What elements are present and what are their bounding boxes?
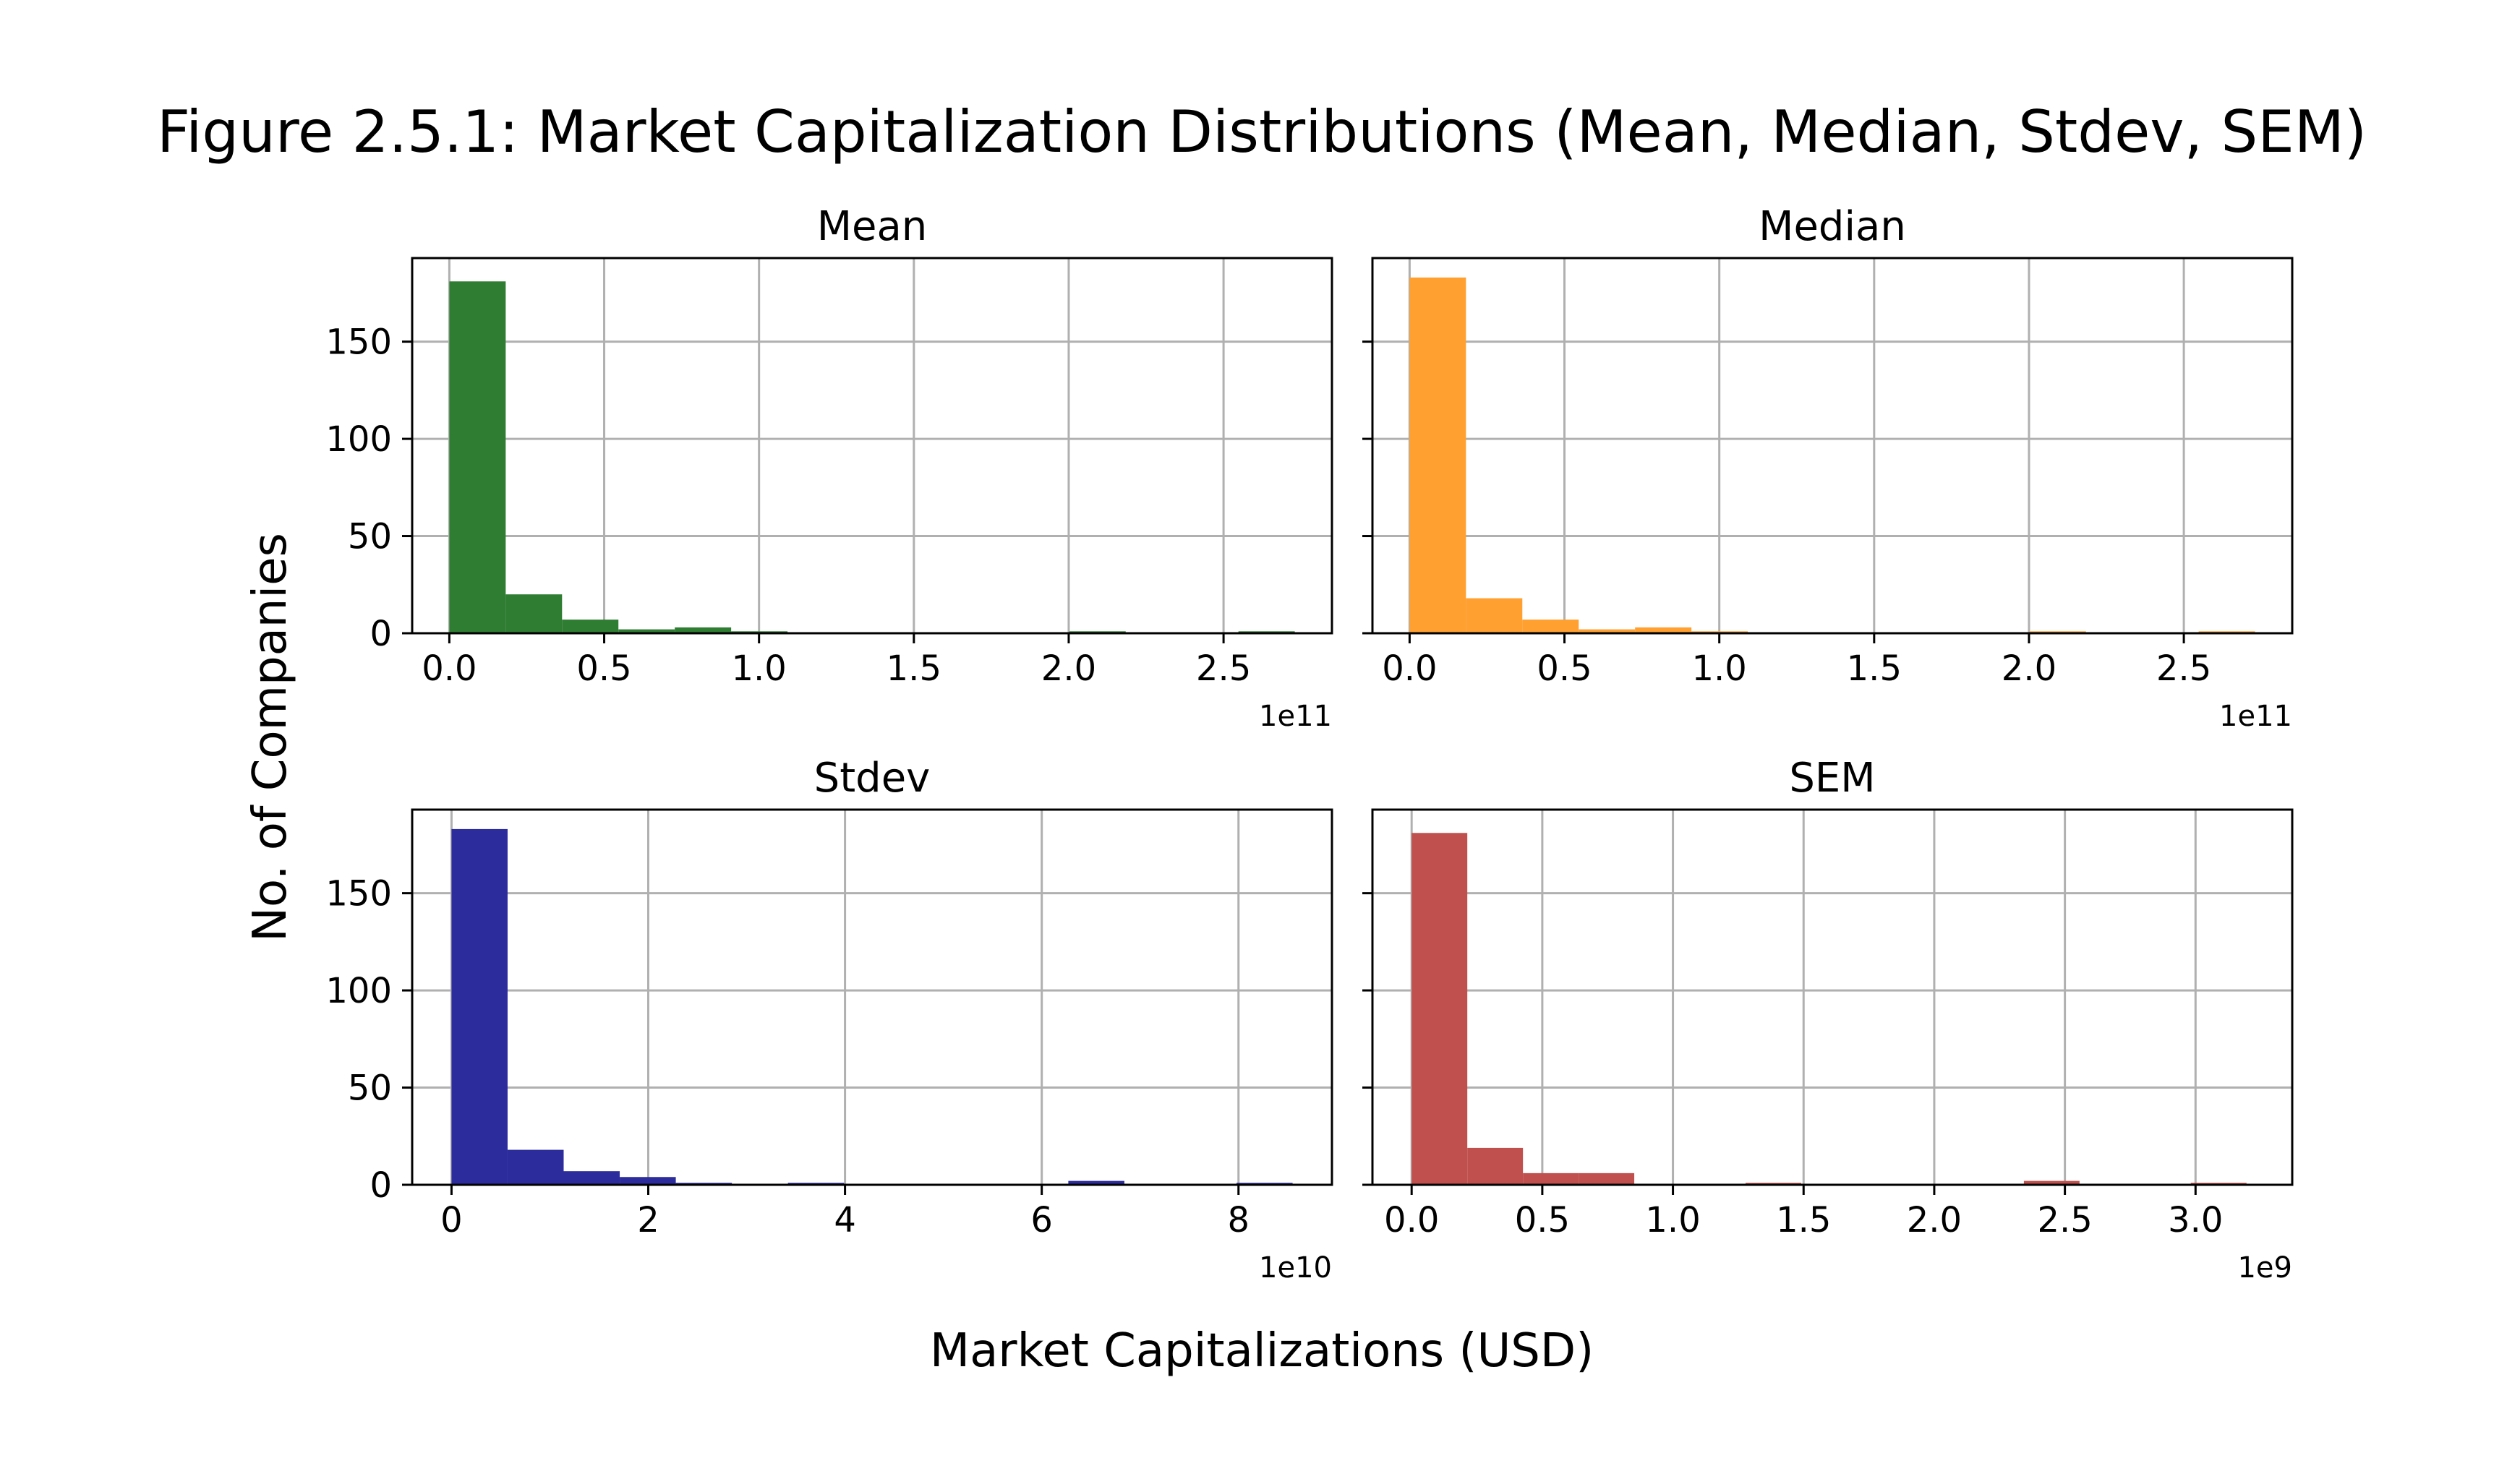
x-tick-label: 0.5: [1515, 1200, 1570, 1240]
histogram-bar: [620, 1177, 676, 1185]
y-tick-label: 50: [348, 1068, 392, 1109]
x-tick-label: 2.5: [1196, 648, 1251, 689]
histogram-bar: [1409, 277, 1466, 633]
histogram-bar: [451, 828, 508, 1185]
x-tick-label: 1.5: [887, 648, 941, 689]
subplot-title: Mean: [817, 203, 928, 250]
subplot-median: 0.0 0.5 1.0 1.5 2.0 2.5 Median 1e11: [1362, 203, 2294, 733]
x-scale-offset-label: 1e11: [2219, 700, 2292, 733]
x-tick-label: 2.0: [2002, 648, 2056, 689]
x-tick-label: 1.0: [732, 648, 787, 689]
subplot-mean: 0.0 0.5 1.0 1.5 2.0 2.5 0 50 100 150 Mean 1e11: [325, 203, 1333, 733]
histogram-bar: [675, 627, 732, 633]
subplot-stdev: 0 2 4 6 8 0 50 100 150 Stdev 1e10: [325, 755, 1333, 1285]
x-tick-label: 2.0: [1041, 648, 1096, 689]
histogram-bar: [505, 594, 563, 633]
y-tick-label: 150: [325, 322, 392, 363]
histogram-bar: [563, 1171, 620, 1185]
histogram-bar: [618, 629, 675, 633]
axes-frame: [411, 257, 1333, 635]
figure-title: Figure 2.5.1: Market Capitalization Dist…: [157, 98, 2367, 166]
axes-frame: [1371, 808, 2294, 1186]
subplot-title: Median: [1759, 203, 1906, 250]
x-tick-label: 4: [834, 1200, 856, 1240]
x-scale-offset-label: 1e11: [1259, 700, 1332, 733]
axes-frame: [1371, 257, 2294, 635]
y-tick-label: 100: [325, 419, 392, 460]
histogram-bar: [1466, 598, 1523, 633]
axes-frame: [411, 808, 1333, 1186]
y-tick-label: 0: [370, 614, 392, 654]
x-tick-label: 0: [440, 1200, 463, 1240]
subplot-title: SEM: [1789, 755, 1875, 802]
x-scale-offset-label: 1e10: [1259, 1251, 1332, 1285]
x-tick-label: 0.5: [1537, 648, 1592, 689]
histogram-bar: [507, 1149, 564, 1185]
histogram-bar: [1411, 833, 1468, 1185]
histogram-bar: [449, 281, 506, 633]
histogram-bar: [1635, 627, 1692, 633]
x-tick-label: 3.0: [2168, 1200, 2223, 1240]
y-tick-label: 100: [325, 971, 392, 1011]
subplot-sem: 0.0 0.5 1.0 1.5 2.0 2.5 3.0 SEM 1e9: [1362, 755, 2294, 1285]
histogram-bar: [1579, 1173, 1635, 1185]
x-tick-label: 8: [1227, 1200, 1250, 1240]
histogram-bar: [1068, 1180, 1124, 1185]
x-tick-label: 6: [1030, 1200, 1053, 1240]
x-tick-label: 0.0: [1384, 1200, 1439, 1240]
y-tick-label: 150: [325, 874, 392, 914]
histogram-bar: [1522, 620, 1579, 633]
x-tick-label: 2: [637, 1200, 659, 1240]
y-tick-label: 0: [370, 1165, 392, 1206]
x-tick-label: 1.0: [1645, 1200, 1700, 1240]
histogram-bar: [1579, 629, 1636, 633]
x-tick-label: 2.5: [2037, 1200, 2092, 1240]
x-tick-label: 1.0: [1692, 648, 1747, 689]
x-tick-label: 2.0: [1907, 1200, 1962, 1240]
y-tick-label: 50: [348, 517, 392, 557]
x-scale-offset-label: 1e9: [2237, 1251, 2292, 1285]
figure-ylabel: No. of Companies: [244, 533, 297, 942]
histogram-bar: [1523, 1173, 1579, 1185]
histogram-bar: [2023, 1180, 2080, 1185]
histogram-bar: [1467, 1147, 1524, 1185]
x-tick-label: 0.0: [422, 648, 477, 689]
x-tick-label: 0.0: [1382, 648, 1437, 689]
x-tick-label: 2.5: [2156, 648, 2211, 689]
x-tick-label: 1.5: [1847, 648, 1902, 689]
x-tick-label: 1.5: [1776, 1200, 1831, 1240]
histogram-bar: [562, 620, 619, 633]
figure-xlabel: Market Capitalizations (USD): [930, 1324, 1594, 1378]
x-tick-label: 0.5: [576, 648, 631, 689]
subplot-title: Stdev: [814, 755, 931, 802]
